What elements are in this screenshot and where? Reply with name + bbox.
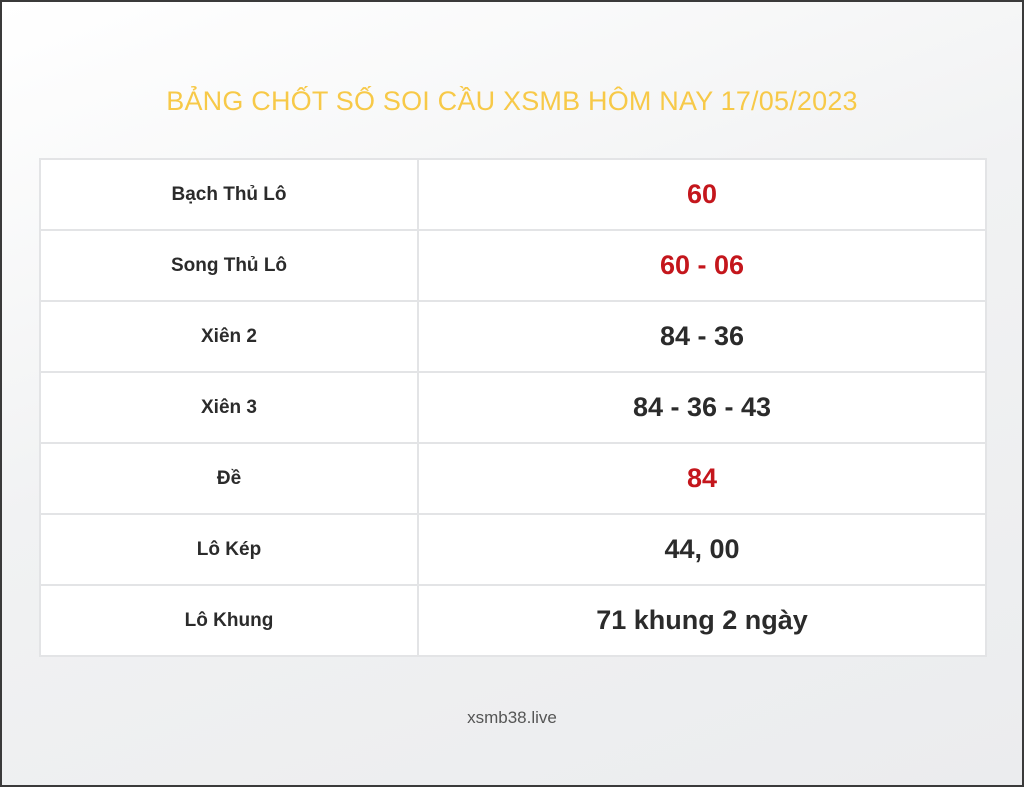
row-value: 71 khung 2 ngày — [417, 584, 987, 657]
prediction-table: Bạch Thủ Lô 60 Song Thủ Lô 60 - 06 Xiên 2 84 … — [39, 158, 987, 657]
page-title: BẢNG CHỐT SỐ SOI CẦU XSMB HÔM NAY 17/05/… — [166, 86, 858, 116]
row-label: Song Thủ Lô — [39, 229, 419, 302]
row-value: 84 - 36 — [417, 300, 987, 373]
row-value: 44, 00 — [417, 513, 987, 586]
row-value: 60 — [417, 158, 987, 231]
row-label: Xiên 3 — [39, 371, 419, 444]
table-row: Xiên 3 84 - 36 - 43 — [39, 371, 987, 444]
row-label: Đề — [39, 442, 419, 515]
site-watermark: xsmb38.live — [467, 708, 557, 727]
row-value: 84 — [417, 442, 987, 515]
table-row: Lô Khung 71 khung 2 ngày — [39, 584, 987, 657]
table-row: Lô Kép 44, 00 — [39, 513, 987, 586]
table-row: Song Thủ Lô 60 - 06 — [39, 229, 987, 302]
row-label: Lô Kép — [39, 513, 419, 586]
table-row: Bạch Thủ Lô 60 — [39, 158, 987, 231]
row-label: Lô Khung — [39, 584, 419, 657]
row-value: 84 - 36 - 43 — [417, 371, 987, 444]
table-row: Đề 84 — [39, 442, 987, 515]
row-label: Xiên 2 — [39, 300, 419, 373]
table-row: Xiên 2 84 - 36 — [39, 300, 987, 373]
row-value: 60 - 06 — [417, 229, 987, 302]
row-label: Bạch Thủ Lô — [39, 158, 419, 231]
